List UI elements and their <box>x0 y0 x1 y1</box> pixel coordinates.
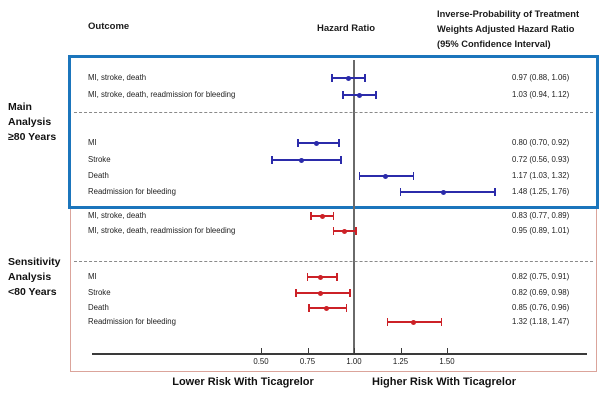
point-estimate-marker <box>314 140 320 146</box>
outcome-label: MI, stroke, death, readmission for bleed… <box>88 90 236 99</box>
hazard-ratio-value: 0.82 (0.69, 0.98) <box>512 288 570 297</box>
outcome-label: Readmission for bleeding <box>88 317 176 326</box>
ci-whisker <box>272 159 341 161</box>
ci-cap-low <box>308 304 311 312</box>
axis-tick <box>261 348 263 353</box>
point-estimate-marker <box>345 75 351 81</box>
group-label-main-analysis: Main Analysis ≥80 Years <box>8 101 57 143</box>
point-estimate-marker <box>357 92 363 98</box>
outcome-column-header: Outcome <box>88 21 130 32</box>
point-estimate-marker <box>318 274 324 280</box>
dashed-separator-1 <box>74 112 593 113</box>
axis-tick-label: 1.25 <box>392 357 409 366</box>
main-analysis-highlight-box <box>68 55 599 209</box>
point-estimate-marker <box>411 319 417 325</box>
ci-cap-high <box>354 227 357 235</box>
outcome-label: Readmission for bleeding <box>88 187 176 196</box>
hazard-ratio-value: 1.17 (1.03, 1.32) <box>512 171 570 180</box>
ipw-adjusted-hr-column-header: Inverse-Probability of Treatment Weights… <box>437 7 579 52</box>
hazard-ratio-value: 0.85 (0.76, 0.96) <box>512 303 570 312</box>
axis-tick <box>447 348 449 353</box>
hazard-ratio-value: 1.32 (1.18, 1.47) <box>512 317 570 326</box>
ci-cap-high <box>349 289 352 297</box>
ci-cap-high <box>440 318 443 326</box>
point-estimate-marker <box>318 290 324 296</box>
outcome-label: MI, stroke, death, readmission for bleed… <box>88 226 236 235</box>
outcome-label: MI <box>88 272 97 281</box>
ci-cap-low <box>332 227 335 235</box>
ci-cap-high <box>338 139 341 147</box>
axis-tick-label: 0.50 <box>253 357 269 366</box>
hazard-ratio-value: 0.97 (0.88, 1.06) <box>512 73 570 82</box>
ci-whisker <box>400 191 496 193</box>
dashed-separator-2 <box>74 261 593 262</box>
ipw-header-line-1: Inverse-Probability of Treatment <box>437 9 580 19</box>
reference-line-hr-1 <box>353 60 355 354</box>
lower-risk-axis-label: Lower Risk With Ticagrelor <box>172 376 314 388</box>
outcome-label: Death <box>88 303 109 312</box>
ci-cap-low <box>330 74 333 82</box>
axis-tick-label: 0.75 <box>299 357 316 366</box>
ci-cap-low <box>386 318 389 326</box>
ci-cap-high <box>364 74 367 82</box>
ci-whisker <box>296 292 351 294</box>
hazard-ratio-column-header: Hazard Ratio <box>316 23 376 34</box>
ci-cap-high <box>494 188 497 196</box>
ci-cap-high <box>375 91 378 99</box>
outcome-label: MI <box>88 138 97 147</box>
outcome-label: Death <box>88 171 109 180</box>
outcome-label: MI, stroke, death <box>88 211 147 220</box>
hazard-ratio-value: 0.72 (0.56, 0.93) <box>512 155 570 164</box>
ci-cap-low <box>297 139 300 147</box>
hazard-ratio-value: 1.48 (1.25, 1.76) <box>512 187 570 196</box>
hazard-ratio-value: 0.83 (0.77, 0.89) <box>512 211 570 220</box>
axis-tick <box>307 348 309 353</box>
ci-cap-high <box>336 273 339 281</box>
group-label-sensitivity-analysis: Sensitivity Analysis <80 Years <box>8 256 61 298</box>
hazard-ratio-value: 0.82 (0.75, 0.91) <box>512 272 570 281</box>
point-estimate-marker <box>342 228 348 234</box>
ci-cap-high <box>340 156 342 164</box>
outcome-label: MI, stroke, death <box>88 73 147 82</box>
axis-tick-label: 1.50 <box>439 357 455 366</box>
point-estimate-marker <box>319 213 325 219</box>
ipw-header-line-3: (95% Confidence Interval) <box>437 39 551 49</box>
ci-cap-high <box>332 212 335 220</box>
x-axis-line <box>92 353 587 355</box>
outcome-label: Stroke <box>88 155 111 164</box>
point-estimate-marker <box>323 305 329 311</box>
ci-cap-low <box>306 273 309 281</box>
ci-cap-high <box>345 304 348 312</box>
ci-cap-high <box>412 172 415 180</box>
ci-cap-low <box>399 188 402 196</box>
ipw-header-line-2: Weights Adjusted Hazard Ratio <box>437 24 575 34</box>
hazard-ratio-value: 0.80 (0.70, 0.92) <box>512 138 570 147</box>
ci-cap-low <box>271 156 274 164</box>
point-estimate-marker <box>299 157 305 163</box>
point-estimate-marker <box>383 173 389 179</box>
axis-tick <box>400 348 402 353</box>
ci-cap-low <box>310 212 313 220</box>
ci-cap-low <box>295 289 298 297</box>
outcome-label: Stroke <box>88 288 111 297</box>
point-estimate-marker <box>440 189 446 195</box>
axis-tick <box>354 348 356 353</box>
ci-cap-low <box>341 91 344 99</box>
higher-risk-axis-label: Higher Risk With Ticagrelor <box>372 376 516 388</box>
axis-tick-label: 1.00 <box>346 357 362 366</box>
hazard-ratio-value: 1.03 (0.94, 1.12) <box>512 90 570 99</box>
hazard-ratio-value: 0.95 (0.89, 1.01) <box>512 226 570 235</box>
ci-cap-low <box>358 172 361 180</box>
